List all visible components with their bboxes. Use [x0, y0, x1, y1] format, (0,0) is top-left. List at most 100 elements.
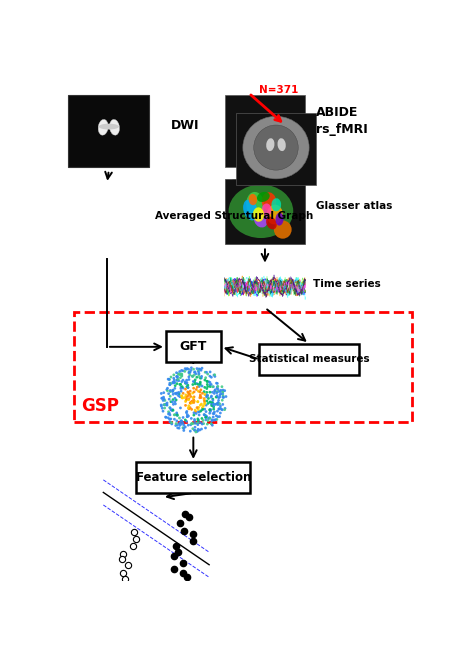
Point	[138, 218, 146, 229]
Point	[168, 406, 176, 416]
Point	[208, 372, 215, 383]
Point	[196, 378, 204, 389]
Point	[183, 378, 191, 388]
Point	[105, 186, 113, 197]
Bar	[225, 179, 305, 244]
Point	[164, 409, 172, 419]
Point	[195, 366, 202, 377]
Point	[85, 229, 92, 239]
Point	[198, 413, 206, 424]
Ellipse shape	[84, 106, 133, 153]
Point	[88, 192, 96, 202]
Point	[137, 226, 144, 237]
Point	[96, 230, 103, 240]
Point	[112, 246, 119, 257]
Point	[184, 420, 192, 430]
Point	[190, 408, 198, 418]
Point	[203, 367, 210, 378]
Point	[111, 213, 118, 224]
Point	[131, 203, 139, 213]
Point	[89, 213, 96, 223]
Point	[190, 392, 198, 402]
Point	[90, 202, 97, 213]
Point	[170, 399, 177, 409]
Point	[104, 222, 112, 232]
Point	[78, 208, 86, 218]
Point	[215, 395, 222, 406]
Point	[86, 197, 93, 207]
Point	[139, 220, 147, 230]
Text: N=371: N=371	[258, 85, 298, 95]
Point	[92, 196, 100, 207]
Point	[217, 385, 225, 396]
Point	[123, 200, 131, 210]
Point	[94, 215, 101, 226]
Point	[215, 404, 223, 414]
Point	[194, 419, 201, 430]
Point	[212, 415, 219, 425]
Point	[118, 228, 126, 239]
Point	[118, 207, 126, 217]
Point	[109, 202, 117, 213]
Point	[91, 194, 98, 205]
Point	[100, 216, 107, 227]
Point	[83, 233, 91, 244]
Point	[222, 391, 230, 402]
Point	[161, 403, 168, 413]
Point	[131, 216, 138, 227]
Point	[202, 410, 210, 421]
Point	[191, 422, 199, 432]
Point	[131, 201, 139, 211]
Point	[173, 368, 180, 378]
Point	[121, 188, 128, 199]
Point	[87, 210, 94, 220]
Point	[137, 206, 144, 216]
Ellipse shape	[254, 211, 268, 228]
Point	[130, 207, 138, 218]
Point	[191, 367, 198, 378]
Point	[84, 205, 92, 215]
Point	[73, 227, 81, 237]
Point	[198, 373, 205, 383]
Point	[213, 378, 220, 389]
Point	[125, 214, 132, 224]
Point	[202, 422, 210, 433]
Point	[129, 219, 137, 230]
Point	[185, 368, 193, 378]
Ellipse shape	[249, 194, 257, 205]
Point	[93, 227, 101, 237]
Point	[169, 397, 176, 408]
Point	[160, 387, 167, 398]
Point	[85, 217, 92, 228]
Point	[206, 379, 214, 390]
Point	[119, 228, 127, 238]
Point	[210, 407, 218, 417]
Point	[75, 232, 82, 243]
Point	[203, 376, 211, 387]
Point	[73, 223, 81, 233]
Point	[116, 204, 123, 215]
Ellipse shape	[243, 116, 309, 179]
Point	[185, 372, 192, 382]
Point	[117, 247, 125, 258]
Point	[98, 215, 106, 225]
Point	[187, 397, 195, 408]
Point	[191, 379, 199, 389]
Point	[79, 224, 87, 234]
Point	[120, 222, 128, 233]
Point	[178, 370, 185, 380]
Point	[110, 199, 118, 209]
Point	[93, 220, 100, 231]
Point	[194, 414, 201, 424]
Point	[98, 226, 106, 237]
Point	[210, 399, 217, 409]
Point	[191, 405, 199, 415]
Point	[188, 398, 196, 408]
Point	[169, 385, 176, 395]
Point	[178, 393, 186, 403]
Point	[103, 203, 110, 214]
Point	[169, 389, 177, 400]
Point	[97, 239, 105, 250]
Point	[200, 419, 208, 429]
Ellipse shape	[99, 124, 119, 130]
